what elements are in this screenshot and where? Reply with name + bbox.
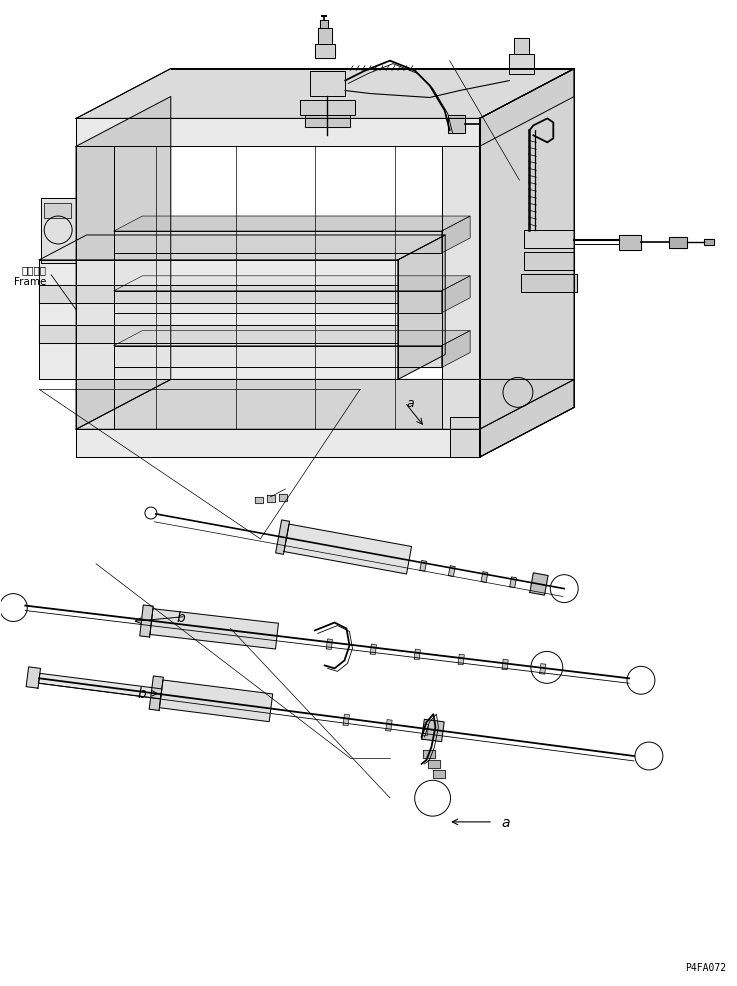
Polygon shape <box>114 292 441 314</box>
Polygon shape <box>480 380 574 458</box>
Polygon shape <box>510 578 517 588</box>
Polygon shape <box>114 331 470 346</box>
Polygon shape <box>320 21 328 29</box>
Text: a: a <box>501 815 509 829</box>
Polygon shape <box>502 660 509 670</box>
Polygon shape <box>480 70 574 458</box>
Polygon shape <box>398 236 445 380</box>
Polygon shape <box>38 673 162 699</box>
Polygon shape <box>509 54 534 75</box>
Polygon shape <box>44 204 71 219</box>
Polygon shape <box>268 496 276 503</box>
Polygon shape <box>39 260 398 380</box>
Polygon shape <box>525 231 574 248</box>
Polygon shape <box>385 720 392 732</box>
Polygon shape <box>669 238 687 248</box>
Polygon shape <box>458 655 464 665</box>
Polygon shape <box>422 720 444 741</box>
Polygon shape <box>76 70 574 119</box>
Polygon shape <box>276 521 290 555</box>
Polygon shape <box>539 664 546 674</box>
Polygon shape <box>76 147 114 430</box>
Polygon shape <box>448 566 455 577</box>
Polygon shape <box>480 70 574 147</box>
Polygon shape <box>619 236 641 250</box>
Polygon shape <box>428 760 440 768</box>
Polygon shape <box>256 498 263 504</box>
Text: a: a <box>406 396 413 409</box>
Polygon shape <box>159 680 273 722</box>
Polygon shape <box>114 276 470 292</box>
Polygon shape <box>279 495 287 502</box>
Polygon shape <box>39 325 398 343</box>
Polygon shape <box>441 276 470 314</box>
Polygon shape <box>481 572 488 583</box>
Polygon shape <box>310 72 345 97</box>
Polygon shape <box>318 29 332 44</box>
Polygon shape <box>525 252 574 270</box>
Polygon shape <box>149 676 164 711</box>
Text: P4FA072: P4FA072 <box>685 962 727 972</box>
Polygon shape <box>315 44 335 58</box>
Polygon shape <box>114 217 470 232</box>
Polygon shape <box>414 650 420 660</box>
Polygon shape <box>76 430 480 458</box>
Polygon shape <box>450 418 480 458</box>
Polygon shape <box>514 38 529 54</box>
Polygon shape <box>441 147 480 430</box>
Polygon shape <box>39 236 445 260</box>
Polygon shape <box>433 770 445 778</box>
Polygon shape <box>140 605 153 637</box>
Text: フレーム
Frame: フレーム Frame <box>14 265 46 286</box>
Polygon shape <box>76 119 480 147</box>
Polygon shape <box>441 331 470 368</box>
Polygon shape <box>521 274 577 293</box>
Polygon shape <box>284 525 411 575</box>
Polygon shape <box>422 725 429 736</box>
Polygon shape <box>441 217 470 253</box>
Polygon shape <box>76 380 574 430</box>
Text: b: b <box>137 686 146 700</box>
Polygon shape <box>420 561 427 572</box>
Polygon shape <box>41 199 76 263</box>
Polygon shape <box>39 286 398 304</box>
Polygon shape <box>26 668 41 688</box>
Polygon shape <box>114 232 441 253</box>
Polygon shape <box>447 116 464 134</box>
Polygon shape <box>300 102 355 116</box>
Text: b: b <box>176 610 185 624</box>
Polygon shape <box>423 750 436 758</box>
Polygon shape <box>114 346 441 368</box>
Polygon shape <box>704 240 713 246</box>
Polygon shape <box>370 645 377 655</box>
Polygon shape <box>530 573 548 596</box>
Polygon shape <box>150 609 279 650</box>
Polygon shape <box>343 715 349 726</box>
Polygon shape <box>76 98 171 430</box>
Polygon shape <box>305 116 350 128</box>
Polygon shape <box>326 639 332 650</box>
